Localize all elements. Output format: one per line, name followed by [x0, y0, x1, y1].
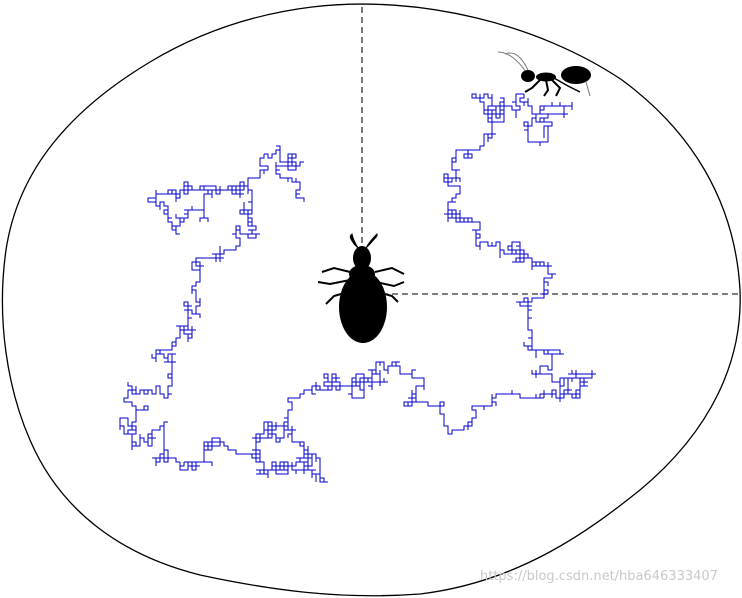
- random-walk-segment: [444, 209, 521, 263]
- random-walk-segment: [516, 297, 577, 387]
- random-walk-segment: [507, 241, 556, 302]
- random-walk-segment: [176, 254, 224, 342]
- random-walk-segment: [179, 437, 261, 471]
- random-walk-segment: [264, 145, 305, 202]
- random-walk-segment: [443, 110, 504, 215]
- random-walk-segment: [471, 93, 524, 126]
- random-walk-segment: [348, 361, 425, 399]
- random-walk-segment: [256, 454, 328, 483]
- random-walk-segment: [147, 154, 269, 203]
- ant-icon: [497, 51, 591, 97]
- watermark-text: https://blog.csdn.net/hba646333407: [480, 569, 718, 584]
- random-walk-segment: [123, 326, 181, 411]
- antlion-larva-icon: [317, 233, 405, 343]
- random-walk-segment: [252, 421, 321, 474]
- random-walk-segment: [315, 370, 381, 391]
- random-walk-segment: [119, 410, 180, 466]
- random-walk-segment: [148, 185, 245, 235]
- random-walk-segment: [212, 185, 260, 258]
- domain-boundary: [1, 3, 741, 597]
- random-walk-segment: [519, 94, 573, 146]
- random-walk-segment: [539, 370, 596, 402]
- random-walk-segment: [403, 390, 544, 435]
- random-walk-path: [119, 93, 596, 483]
